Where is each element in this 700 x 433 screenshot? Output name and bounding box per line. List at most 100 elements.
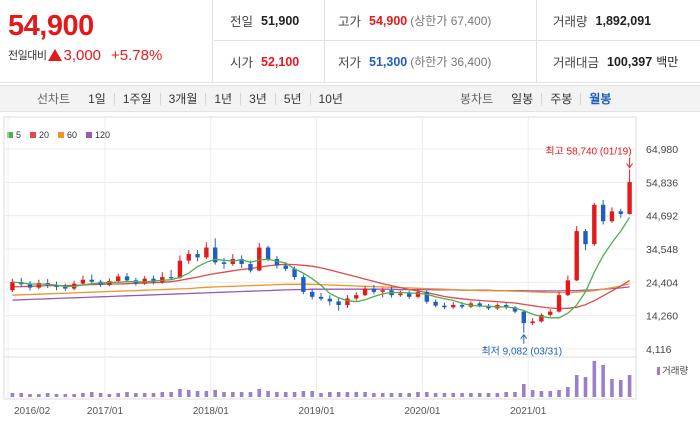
y-tick-label: 64,980 — [646, 144, 678, 156]
up-triangle-icon — [48, 49, 63, 61]
volume-bar — [125, 392, 129, 397]
volume-bar — [116, 393, 121, 397]
candle-body — [177, 260, 183, 278]
weekly-candle-button[interactable]: 주봉 — [541, 92, 580, 105]
stat-label: 거래량 — [553, 15, 588, 29]
ma20-line — [12, 263, 630, 310]
volume-bar — [627, 375, 632, 397]
x-tick-label: 2021/01 — [510, 406, 547, 417]
candle-body — [27, 284, 33, 288]
chart-legend: 5 20 60 120 — [7, 130, 119, 140]
volume-bar — [610, 379, 614, 397]
stat-unit: 백만 — [656, 55, 679, 69]
volume-bar — [45, 393, 50, 397]
volume-bar — [574, 375, 579, 397]
volume-bar — [530, 390, 535, 397]
candle-body — [486, 306, 491, 309]
volume-bar — [566, 387, 570, 397]
y-tick-label: 4,116 — [646, 344, 672, 356]
candle-body — [36, 283, 42, 288]
candle-chart-periods: 봉차트 일봉 주봉 월봉 — [460, 86, 619, 111]
volume-bar — [310, 391, 314, 397]
price-chart: 64,980 54,836 44,692 34,548 24,404 14,260 4,11… — [3, 116, 688, 417]
volume-bar — [301, 391, 306, 397]
candle-body — [574, 231, 579, 281]
candle-body — [451, 305, 456, 308]
x-tick-label: 2017/01 — [87, 406, 124, 417]
candle-body — [442, 305, 447, 308]
current-price: 54,900 — [8, 10, 94, 42]
candle-body — [54, 285, 59, 287]
volume-bar — [292, 392, 297, 397]
candle-body — [327, 298, 333, 302]
candle-body — [257, 247, 262, 271]
volume-bar — [222, 392, 226, 397]
period-3m-button[interactable]: 3개월 — [159, 92, 206, 105]
quote-header: 54,900 전일대비 3,000 +5.78% 전일 51,900 고가 54… — [0, 0, 700, 83]
volume-bar — [592, 361, 597, 397]
volume-bar — [495, 393, 500, 397]
candle-body — [160, 277, 165, 283]
volume-bar — [539, 391, 544, 397]
candle-body — [116, 276, 121, 282]
volume-bar — [416, 392, 420, 397]
candle-body — [318, 296, 324, 299]
candle-body — [362, 288, 368, 296]
candle-body — [292, 268, 297, 278]
candle-body — [195, 254, 200, 258]
volume-bar — [504, 392, 508, 397]
candle-body — [433, 301, 438, 306]
period-1d-button[interactable]: 1일 — [88, 91, 106, 106]
period-3y-button[interactable]: 3년 — [240, 92, 275, 105]
volume-bar — [451, 393, 456, 397]
volume-label: 거래량 — [662, 365, 688, 377]
legend-label: 120 — [95, 130, 111, 140]
monthly-candle-button[interactable]: 월봉 — [580, 92, 619, 105]
candle-body — [371, 288, 377, 292]
period-10y-button[interactable]: 10년 — [309, 92, 351, 105]
candle-body — [380, 290, 385, 292]
volume-bar — [89, 392, 94, 397]
volume-bar — [363, 392, 367, 397]
period-1y-button[interactable]: 1년 — [205, 92, 240, 105]
candle-chart-label: 봉차트 — [460, 92, 494, 106]
legend-ma5: 5 — [7, 130, 21, 140]
stat-sub: (상한가 67,400) — [410, 14, 492, 28]
volume-bar — [398, 393, 403, 397]
stat-value: 54,900 — [369, 13, 408, 28]
volume-bar — [275, 392, 279, 397]
candle-body — [107, 281, 112, 285]
candle-body — [406, 293, 412, 297]
candle-body — [565, 280, 571, 296]
volume-bar — [336, 392, 341, 397]
candle-body — [583, 231, 588, 245]
period-1w-button[interactable]: 1주일 — [113, 92, 160, 105]
chart-toolbar: 선차트 1일 1주일 3개월 1년 3년 5년 10년 봉차트 일봉 주봉 월봉 — [0, 85, 700, 112]
stat-label: 고가 — [338, 15, 362, 29]
volume-bar — [425, 392, 429, 397]
volume-bar — [257, 389, 262, 397]
stat-sub: (하한가 36,400) — [410, 55, 492, 69]
y-tick-label: 44,692 — [646, 211, 678, 223]
period-5y-button[interactable]: 5년 — [274, 92, 310, 105]
y-tick-label: 24,404 — [646, 277, 678, 289]
volume-bar — [328, 392, 332, 397]
candle-body — [124, 276, 130, 281]
y-tick-label: 54,836 — [646, 177, 678, 189]
y-tick-label: 34,548 — [646, 244, 678, 256]
stat-value: 1,892,091 — [595, 13, 652, 28]
x-tick-label: 2020/01 — [404, 406, 441, 417]
stat-high: 고가 54,900 (상한가 67,400) — [324, 0, 491, 41]
volume-bar — [266, 391, 270, 397]
x-tick-label: 2019/01 — [299, 406, 336, 417]
candle-body — [548, 311, 553, 315]
volume-bar — [107, 394, 112, 397]
legend-label: 5 — [16, 130, 22, 140]
line-chart-label: 선차트 — [37, 92, 71, 106]
volume-bar — [389, 393, 394, 397]
daily-candle-button[interactable]: 일봉 — [511, 91, 534, 106]
legend-swatch — [86, 132, 93, 138]
candle-body — [10, 282, 15, 291]
volume-bar — [618, 380, 623, 397]
volume-bar — [37, 394, 41, 397]
